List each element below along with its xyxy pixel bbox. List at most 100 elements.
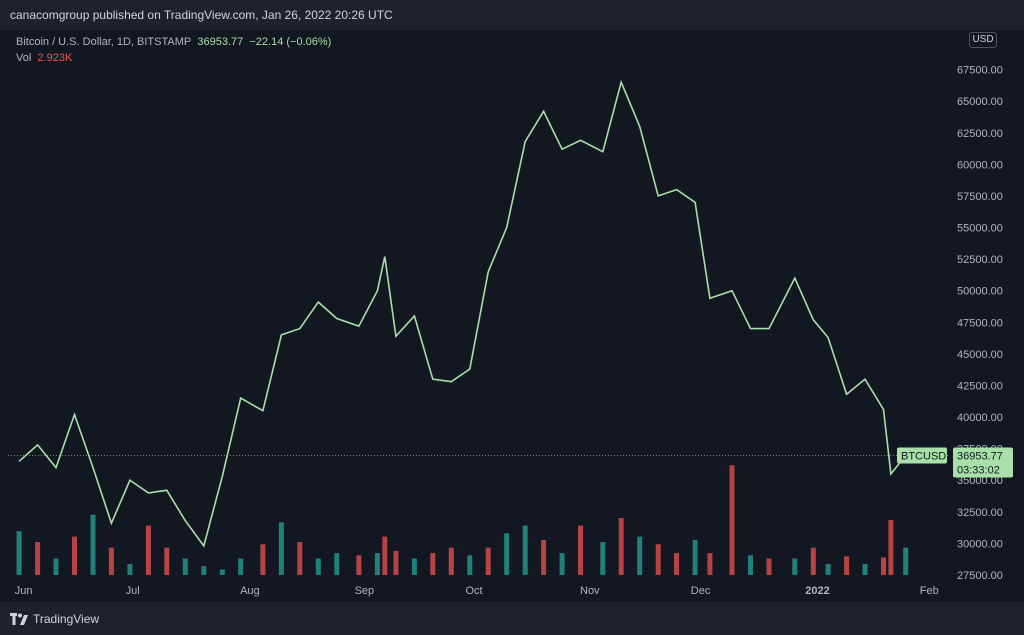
volume-bar [485,547,491,575]
volume-bar [862,564,868,575]
volume-bar [792,558,798,575]
time-axis-tick: Sep [355,585,375,597]
price-axis[interactable]: 27500.0030000.0032500.0035000.0037500.00… [957,65,1003,582]
volume-bar [260,544,266,575]
volume-bar [35,542,41,575]
tradingview-logo-icon [10,613,28,625]
price-axis-tick: 27500.00 [957,570,1003,582]
bottom-bar [0,602,1024,635]
chart-area[interactable] [8,30,950,575]
volume-bar [315,558,321,575]
price-axis-tick: 40000.00 [957,412,1003,424]
volume-bar [297,542,303,575]
volume-bar [334,553,340,575]
volume-bar [766,558,772,575]
tradingview-logo[interactable]: TradingView [10,612,99,626]
chart-legend: Bitcoin / U.S. Dollar, 1D, BITSTAMP 3695… [16,34,331,66]
current-price: 36953.77 [197,36,244,48]
volume-bar [90,514,96,575]
volume-bar [278,522,284,575]
volume-bar [825,564,831,575]
volume-bar [618,518,624,575]
volume-bar [810,547,816,575]
price-axis-tick: 50000.00 [957,286,1003,298]
time-axis-tick: Oct [466,585,483,597]
tradingview-brand: TradingView [33,612,100,626]
time-axis-tick: Feb [920,585,939,597]
time-axis-tick: Aug [240,585,260,597]
price-axis-tick: 42500.00 [957,381,1003,393]
volume-bar [374,553,380,575]
price-change: −22.14 (−0.06%) [249,36,332,48]
ticker-label: BTCUSD [901,451,946,463]
time-axis-tick: 2022 [805,585,829,597]
volume-bar [201,566,207,575]
price-axis-tick: 62500.00 [957,128,1003,140]
volume-bar [411,558,417,575]
price-axis-tick: 60000.00 [957,159,1003,171]
price-axis-tick: 35000.00 [957,475,1003,487]
volume-bar [559,553,565,575]
top-bar [0,0,1024,30]
time-axis-tick: Jun [15,585,33,597]
volume-bar [219,569,225,575]
ticker-badge [897,447,947,464]
volume-bar [382,536,388,575]
symbol-row: Bitcoin / U.S. Dollar, 1D, BITSTAMP 3695… [16,34,331,50]
volume-row: Vol 2.923K [16,50,331,66]
price-chart[interactable]: 27500.0030000.0032500.0035000.0037500.00… [0,0,1024,600]
price-axis-tick: 67500.00 [957,65,1003,77]
volume-bar [655,544,661,575]
volume-bar [707,553,713,575]
price-axis-tick: 47500.00 [957,317,1003,329]
price-axis-tick: 55000.00 [957,223,1003,235]
price-axis-tick: 45000.00 [957,349,1003,361]
price-axis-tick: 57500.00 [957,191,1003,203]
volume-bar [522,525,528,575]
volume-bar [692,539,698,575]
volume-bars [16,465,909,575]
price-axis-tick: 52500.00 [957,254,1003,266]
volume-bar [108,547,114,575]
time-axis-tick: Nov [580,585,600,597]
price-line [18,79,907,548]
volume-value: 2.923K [37,52,73,64]
volume-bar [541,539,547,575]
volume-bar [903,547,909,575]
price-axis-tick: 32500.00 [957,507,1003,519]
publisher-info: canacomgroup published on TradingView.co… [10,8,393,22]
volume-bar [881,557,886,575]
volume-bar [72,536,77,575]
volume-bar [504,533,510,575]
volume-bar [393,550,399,575]
volume-label[interactable]: Vol [16,52,32,64]
volume-bar [145,525,151,575]
last-price-value: 36953.77 [957,451,1003,463]
last-price-badge [953,447,1013,478]
currency-button[interactable]: USD [969,32,997,48]
volume-bar [430,553,436,575]
volume-bar [164,547,170,575]
volume-bar [844,556,850,575]
time-axis-tick: Jul [126,585,140,597]
volume-bar [182,558,188,575]
volume-bar [637,536,643,575]
volume-bar [578,525,584,575]
volume-bar [16,531,22,575]
volume-bar [748,555,753,575]
price-axis-tick: 30000.00 [957,538,1003,550]
countdown-timer: 03:33:02 [957,465,1000,477]
volume-bar [888,520,894,575]
last-price-label: BTCUSD 36953.77 03:33:02 [897,447,1013,478]
volume-bar [356,555,362,575]
volume-bar [238,558,244,575]
symbol-name[interactable]: Bitcoin / U.S. Dollar, 1D, BITSTAMP [16,36,192,48]
price-axis-tick: 65000.00 [957,96,1003,108]
time-axis[interactable]: Jun Jul Aug Sep Oct Nov Dec 2022 Feb [15,585,939,597]
volume-bar [600,542,606,575]
volume-bar [127,564,133,575]
volume-bar [729,465,735,575]
volume-bar [674,553,680,575]
volume-bar [53,558,59,575]
volume-bar [448,547,454,575]
